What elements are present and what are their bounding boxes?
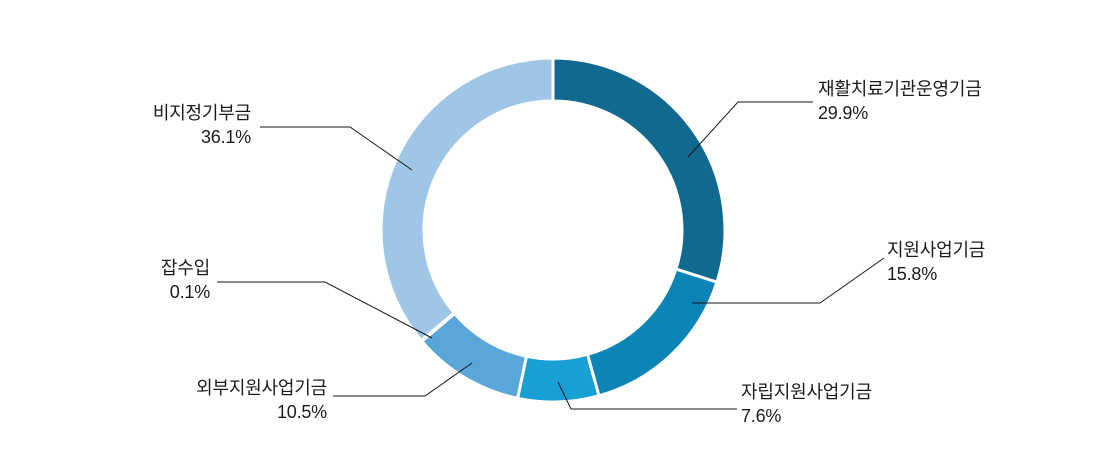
leader-line-3 xyxy=(557,381,737,410)
callout-undesignated-donation: 비지정기부금 36.1% xyxy=(71,101,251,149)
leader-line-2 xyxy=(692,257,885,304)
donut-slice-2 xyxy=(516,352,601,404)
leader-line-6 xyxy=(260,126,413,171)
callout-support-fund: 지원사업기금 15.8% xyxy=(887,238,985,286)
slice-name-label: 자립지원사업기금 xyxy=(741,382,872,402)
slice-name-label: 재활치료기관운영기금 xyxy=(818,79,982,99)
slice-name-label: 지원사업기금 xyxy=(887,240,986,260)
slice-value-label: 10.5% xyxy=(276,402,327,422)
slice-value-label: 0.1% xyxy=(169,282,210,302)
slice-value-label: 15.8% xyxy=(887,264,938,284)
callout-external-fund: 외부지원사업기금 10.5% xyxy=(120,376,327,424)
slice-name-label: 외부지원사업기금 xyxy=(196,378,327,398)
callout-rehab-fund: 재활치료기관운영기금 29.9% xyxy=(818,77,982,125)
callout-selfreliance-fund: 자립지원사업기금 7.6% xyxy=(741,380,872,428)
callout-misc-income: 잡수입 0.1% xyxy=(60,256,210,304)
leader-line-1 xyxy=(687,101,813,158)
leader-line-4 xyxy=(333,362,473,397)
donut-slice-1 xyxy=(585,267,719,398)
donut-slice-5 xyxy=(379,56,555,342)
leader-line-5 xyxy=(217,281,433,339)
donut-slices-group xyxy=(379,56,727,404)
slice-value-label: 29.9% xyxy=(818,103,869,123)
donut-slice-0 xyxy=(551,56,727,284)
slice-value-label: 36.1% xyxy=(200,127,251,147)
slice-name-label: 비지정기부금 xyxy=(152,103,251,123)
slice-value-label: 7.6% xyxy=(741,406,782,426)
slice-name-label: 잡수입 xyxy=(160,258,210,278)
